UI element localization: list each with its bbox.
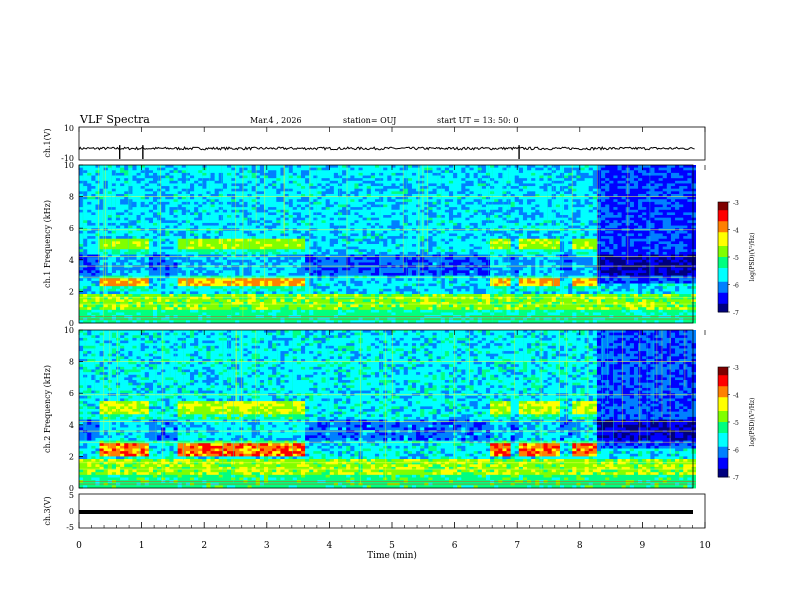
ch1-waveform-panel: 10 -10 ch.1(V) (43, 124, 705, 163)
cb2-tick-3: -6 (733, 448, 739, 455)
time-tick-1: 1 (139, 541, 145, 551)
spec1-ytick-2: 4 (69, 256, 74, 265)
cb2-label: log(PSD)(V²/Hz) (749, 398, 756, 447)
spec1-ytick-1: 2 (69, 287, 74, 296)
ch1-spec-ylabel: ch.1 Frequency (kHz) (43, 200, 52, 288)
ch3-wave-ytick-mid: 0 (69, 507, 74, 516)
figure-title: VLF Spectra (79, 113, 150, 126)
cb1-tick-2: -5 (733, 255, 739, 262)
ch3-waveform-panel: 5 0 -5 ch.3(V) (43, 491, 705, 532)
date-label: Mar.4 , 2026 (250, 116, 302, 125)
cb1-tick-3: -6 (733, 283, 739, 290)
time-tick-6: 6 (452, 541, 458, 551)
cb2-tick-0: -3 (733, 365, 739, 372)
cb1-label: log(PSD)(V²/Hz) (749, 233, 756, 282)
spec1-ytick-3: 6 (69, 224, 74, 233)
spec2-ytick-5: 10 (64, 326, 74, 335)
spec2-ytick-2: 4 (69, 421, 74, 430)
ch2-colorbar: -3 -4 -5 -6 -7 log(PSD)(V²/Hz) (718, 365, 756, 482)
time-tick-2: 2 (201, 541, 207, 551)
time-tick-7: 7 (514, 541, 520, 551)
ch1-wave-ylabel: ch.1(V) (43, 128, 52, 157)
ch1-wave-ytick-top: 10 (64, 124, 74, 133)
ch2-spectrogram-heatmap (79, 330, 696, 488)
time-tick-9: 9 (640, 541, 646, 551)
spec1-ytick-4: 8 (69, 193, 74, 202)
time-tick-10: 10 (699, 541, 711, 551)
station-label: station= OUJ (343, 116, 396, 125)
cb2-tick-4: -7 (733, 475, 739, 482)
time-tick-5: 5 (389, 541, 395, 551)
start-time-label: start UT = 13: 50: 0 (437, 116, 518, 125)
time-tick-4: 4 (327, 541, 333, 551)
time-tick-3: 3 (264, 541, 270, 551)
spec2-ytick-4: 8 (69, 358, 74, 367)
ch1-colorbar: -3 -4 -5 -6 -7 log(PSD)(V²/Hz) (718, 200, 756, 317)
spec2-ytick-3: 6 (69, 389, 74, 398)
spec1-ytick-5: 10 (64, 161, 74, 170)
time-axis-label: Time (min) (367, 550, 417, 561)
cb1-tick-1: -4 (733, 228, 739, 235)
time-tick-0: 0 (76, 541, 82, 551)
cb1-tick-4: -7 (733, 310, 739, 317)
cb1-tick-0: -3 (733, 200, 739, 207)
ch1-spec-ylabel-text: ch.1 Frequency (kHz) (43, 200, 52, 288)
ch2-spec-ylabel: ch.2 Frequency (kHz) (43, 365, 52, 453)
ch1-spectrogram-heatmap (79, 165, 696, 323)
time-tick-8: 8 (577, 541, 583, 551)
ch3-wave-ytick-top: 5 (69, 491, 74, 500)
ch3-wave-ytick-bottom: -5 (66, 523, 74, 532)
ch3-wave-ylabel: ch.3(V) (43, 496, 52, 525)
cb2-tick-1: -4 (733, 393, 739, 400)
spec2-ytick-1: 2 (69, 452, 74, 461)
cb2-tick-2: -5 (733, 420, 739, 427)
